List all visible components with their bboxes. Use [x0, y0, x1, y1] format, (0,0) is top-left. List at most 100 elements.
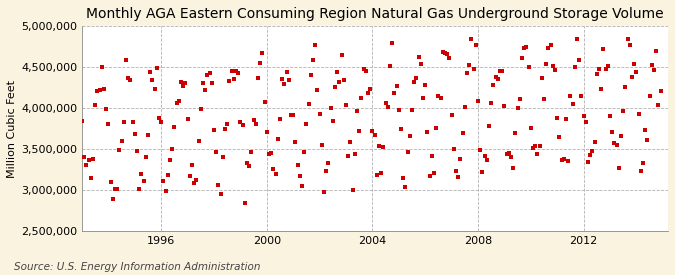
- Point: [466, 36, 477, 41]
- Point: [549, 68, 560, 72]
- Point: [345, 140, 356, 144]
- Point: [519, 45, 530, 50]
- Point: [521, 45, 532, 49]
- Point: [323, 161, 334, 165]
- Point: [561, 116, 572, 121]
- Point: [472, 99, 483, 103]
- Point: [547, 64, 558, 68]
- Point: [332, 70, 343, 74]
- Point: [653, 102, 664, 107]
- Point: [321, 169, 331, 174]
- Point: [574, 57, 585, 62]
- Point: [387, 40, 398, 45]
- Y-axis label: Million Cubic Feet: Million Cubic Feet: [7, 80, 17, 178]
- Point: [504, 150, 514, 155]
- Point: [261, 130, 272, 134]
- Point: [90, 103, 101, 108]
- Point: [578, 114, 589, 118]
- Point: [238, 123, 248, 127]
- Point: [270, 172, 281, 176]
- Point: [79, 155, 90, 160]
- Point: [169, 125, 180, 129]
- Point: [205, 71, 215, 75]
- Point: [411, 76, 422, 80]
- Point: [622, 36, 633, 41]
- Point: [488, 82, 499, 87]
- Point: [189, 181, 200, 185]
- Point: [534, 144, 545, 148]
- Point: [160, 189, 171, 193]
- Point: [453, 175, 464, 179]
- Point: [354, 129, 364, 133]
- Title: Monthly AGA Eastern Consuming Region Natural Gas Underground Storage Volume: Monthly AGA Eastern Consuming Region Nat…: [86, 7, 664, 21]
- Point: [512, 106, 523, 110]
- Point: [409, 80, 420, 84]
- Point: [413, 55, 424, 59]
- Point: [611, 142, 622, 147]
- Point: [649, 68, 659, 73]
- Point: [306, 73, 317, 77]
- Point: [464, 63, 475, 67]
- Point: [460, 105, 470, 110]
- Point: [404, 134, 415, 138]
- Point: [455, 156, 466, 161]
- Point: [154, 116, 165, 120]
- Point: [273, 137, 284, 141]
- Point: [431, 126, 441, 130]
- Point: [369, 133, 380, 137]
- Point: [468, 67, 479, 72]
- Point: [136, 172, 147, 176]
- Point: [196, 106, 207, 111]
- Point: [171, 101, 182, 105]
- Point: [655, 89, 666, 94]
- Point: [288, 112, 298, 117]
- Point: [609, 141, 620, 145]
- Point: [226, 69, 237, 73]
- Point: [402, 150, 413, 155]
- Point: [105, 180, 116, 185]
- Point: [589, 139, 600, 144]
- Point: [572, 36, 583, 41]
- Point: [492, 77, 503, 82]
- Point: [231, 69, 242, 73]
- Point: [338, 78, 349, 82]
- Point: [585, 153, 595, 158]
- Point: [580, 120, 591, 124]
- Point: [499, 104, 510, 108]
- Point: [107, 197, 118, 201]
- Point: [554, 134, 565, 139]
- Point: [240, 200, 250, 205]
- Point: [299, 150, 310, 154]
- Point: [451, 169, 462, 173]
- Point: [217, 155, 228, 159]
- Point: [631, 69, 642, 74]
- Point: [207, 81, 217, 85]
- Point: [406, 108, 417, 112]
- Point: [446, 113, 457, 117]
- Point: [110, 187, 121, 191]
- Point: [281, 70, 292, 74]
- Point: [125, 78, 136, 82]
- Point: [523, 65, 534, 69]
- Point: [486, 101, 497, 106]
- Point: [165, 158, 176, 163]
- Point: [92, 89, 103, 93]
- Point: [532, 151, 543, 156]
- Point: [497, 69, 508, 73]
- Point: [268, 166, 279, 171]
- Point: [633, 112, 644, 117]
- Point: [182, 117, 193, 121]
- Point: [292, 163, 303, 167]
- Point: [543, 45, 554, 50]
- Point: [360, 68, 371, 73]
- Point: [334, 79, 345, 84]
- Point: [528, 146, 539, 150]
- Point: [134, 187, 144, 192]
- Point: [385, 64, 396, 68]
- Point: [635, 169, 646, 174]
- Point: [563, 159, 574, 163]
- Point: [336, 53, 347, 57]
- Point: [356, 96, 367, 100]
- Point: [516, 56, 527, 60]
- Point: [598, 47, 609, 51]
